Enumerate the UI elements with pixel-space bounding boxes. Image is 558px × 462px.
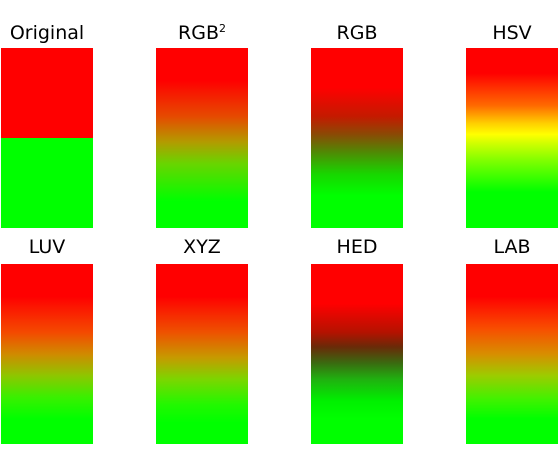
swatch-xyz <box>156 264 248 444</box>
panel-title: RGB2 <box>178 22 226 44</box>
swatch-lab <box>466 264 558 444</box>
panel-title: Original <box>9 22 85 44</box>
panel-title: XYZ <box>183 236 221 258</box>
swatch-luv <box>1 264 93 444</box>
panel-title: HED <box>336 236 378 258</box>
swatch-hed <box>311 264 403 444</box>
swatch-original <box>1 48 93 228</box>
superscript: 2 <box>218 22 226 35</box>
swatch-rgb-squared <box>156 48 248 228</box>
swatch-rgb <box>311 48 403 228</box>
panel-title: LAB <box>493 236 531 258</box>
swatch-hsv <box>466 48 558 228</box>
panel-title: HSV <box>492 22 532 44</box>
panel-title: RGB <box>336 22 378 44</box>
panel-title: LUV <box>28 236 66 258</box>
